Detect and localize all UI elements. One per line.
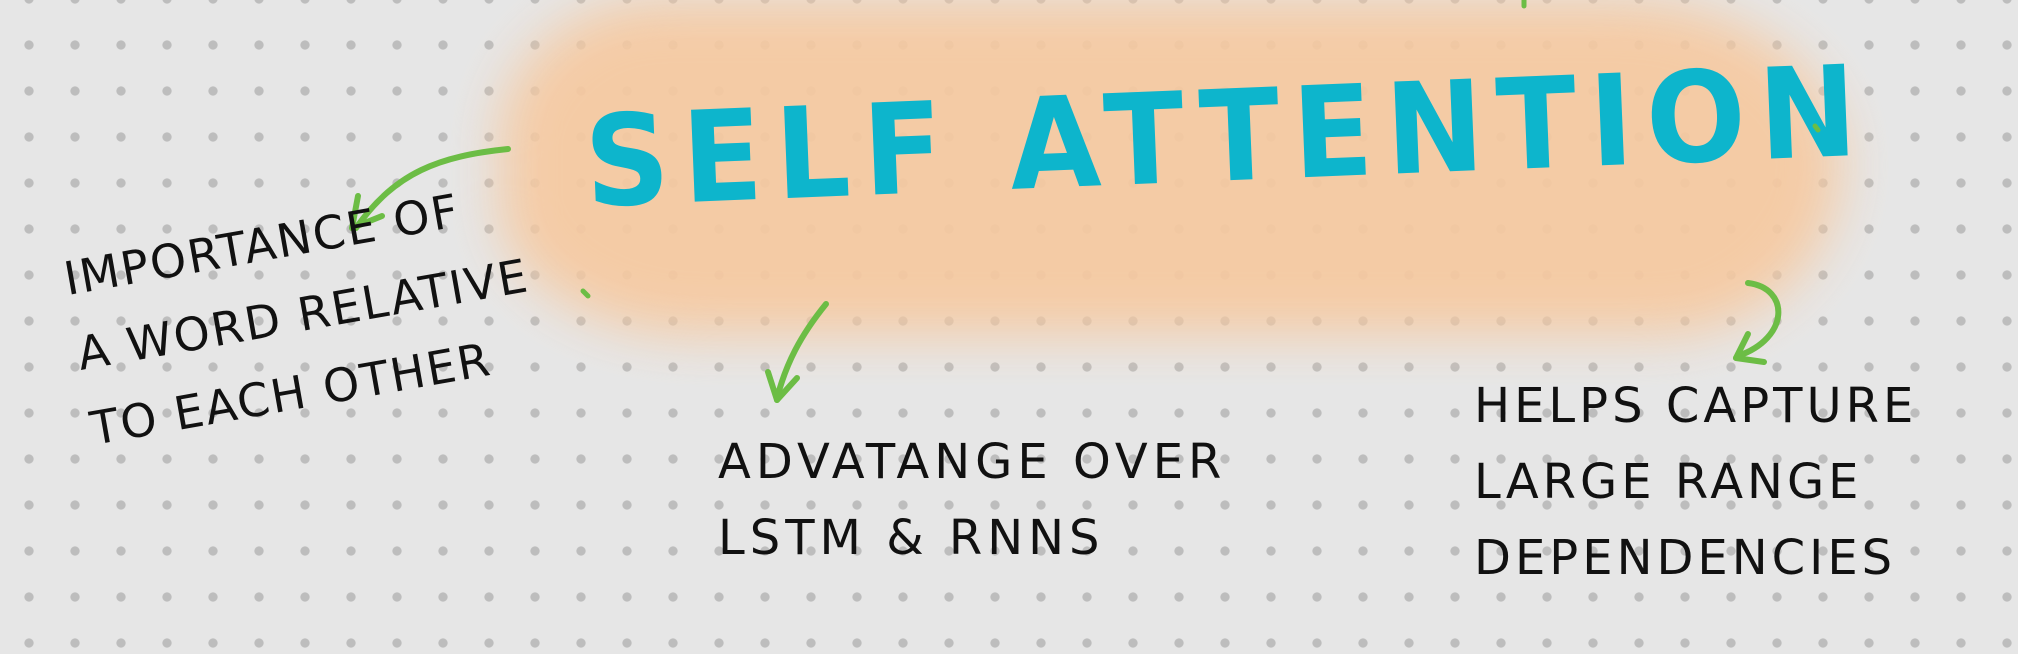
title-highlight bbox=[500, 0, 1840, 335]
stray-mark bbox=[1812, 123, 1821, 133]
curved-arrow-icon bbox=[349, 146, 511, 231]
note-line: LARGE RANGE bbox=[1474, 454, 1863, 510]
hook-arrow-icon bbox=[1733, 280, 1782, 365]
note-line: ADVATANGE OVER bbox=[718, 434, 1227, 490]
note-line: LSTM & RNNs bbox=[718, 510, 1105, 566]
note-line: DEPENDENCIES bbox=[1474, 530, 1897, 586]
stray-mark bbox=[580, 288, 591, 299]
down-arrow-icon bbox=[765, 301, 829, 403]
note-advantage: ADVATANGE OVER LSTM & RNNs bbox=[718, 424, 1226, 576]
note-dependencies: HELPS CAPTURE LARGE RANGE DEPENDENCIES bbox=[1474, 368, 1917, 596]
note-line: HELPS CAPTURE bbox=[1474, 378, 1918, 434]
